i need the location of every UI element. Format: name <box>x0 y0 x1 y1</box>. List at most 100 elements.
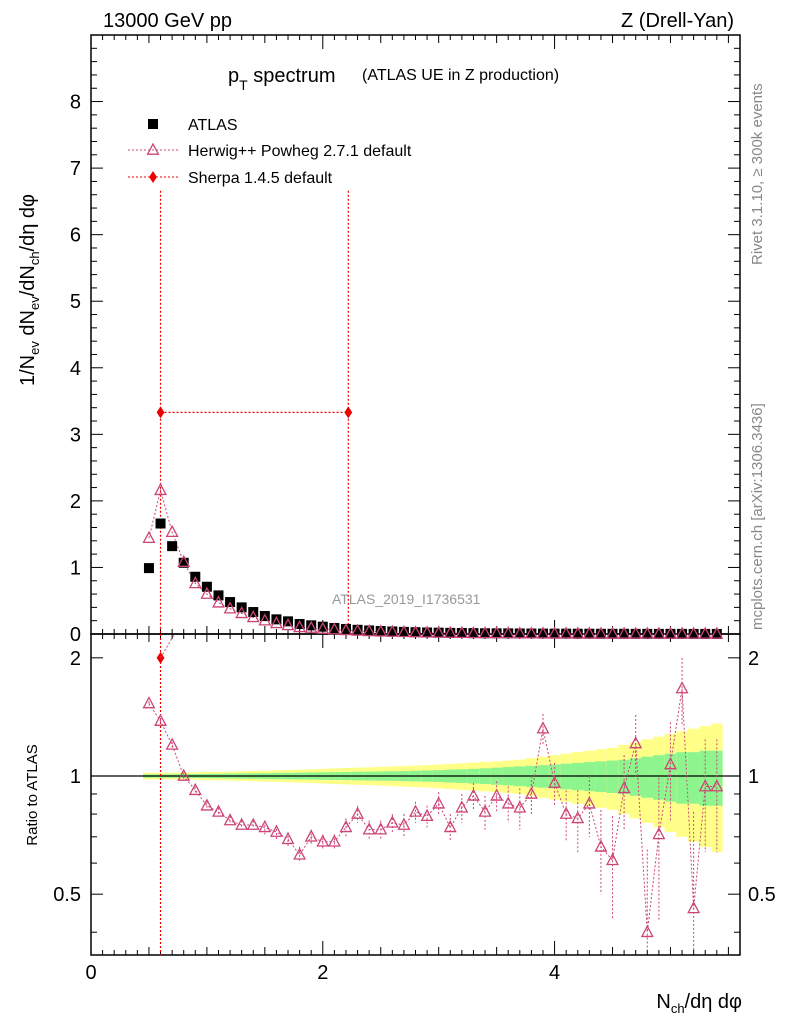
herwig-ratio-point <box>652 827 666 840</box>
top-ylabel: 1/Nev dNev/dNch/dη dφ <box>17 194 42 386</box>
plot-title-sub: T <box>239 77 248 93</box>
atlas-point <box>352 624 363 635</box>
herwig-ratio-point <box>374 822 388 835</box>
herwig-ratio-point <box>432 796 446 809</box>
herwig-point <box>571 626 585 639</box>
herwig-point <box>710 626 724 639</box>
top-y-tick-label: 1 <box>70 557 81 579</box>
atlas-point <box>503 628 514 639</box>
legend-herwig-marker <box>146 142 160 155</box>
green-band-segment <box>687 752 700 804</box>
herwig-point <box>629 626 643 639</box>
atlas-point <box>595 628 606 639</box>
herwig-ratio-point <box>524 786 538 799</box>
sherpa-point <box>156 406 165 419</box>
atlas-point <box>491 628 502 639</box>
herwig-ratio-point <box>304 829 318 842</box>
x-tick-label: 0 <box>85 962 96 984</box>
atlas-point <box>642 628 653 639</box>
herwig-ratio-point <box>443 819 457 833</box>
herwig-point <box>687 626 701 639</box>
atlas-point <box>306 620 317 631</box>
herwig-point <box>269 615 283 629</box>
legend-entry-label: Herwig++ Powheg 2.7.1 default <box>188 143 412 160</box>
herwig-point <box>409 625 422 638</box>
bottom-y-tick-label: 1 <box>70 766 81 788</box>
atlas-point <box>398 626 409 637</box>
herwig-ratio-point <box>513 800 527 813</box>
herwig-point <box>675 626 689 639</box>
herwig-point <box>698 626 712 639</box>
herwig-ratio-point <box>420 808 434 822</box>
herwig-point <box>478 626 492 639</box>
green-band-segment <box>653 755 665 800</box>
herwig-point <box>501 626 515 639</box>
xlabel: Nch/dη dφ <box>656 991 742 1016</box>
bottom-y-tick-label-right: 2 <box>748 648 759 670</box>
atlas-point <box>155 518 166 529</box>
herwig-ratio-point <box>212 804 225 817</box>
atlas-point <box>445 627 456 638</box>
green-band-segment <box>629 758 642 796</box>
herwig-point <box>420 625 434 638</box>
plot-title-rest: spectrum <box>248 65 336 87</box>
atlas-point <box>688 628 699 639</box>
herwig-point <box>258 613 272 626</box>
herwig-ratio-point <box>501 796 515 809</box>
herwig-ratio-point <box>594 839 608 852</box>
plot-title-small: (ATLAS UE in Z production) <box>362 67 559 84</box>
legend-entry-label: ATLAS <box>188 117 238 134</box>
herwig-point <box>582 626 596 639</box>
herwig-ratio-point <box>362 822 376 835</box>
sherpa-point <box>344 406 353 419</box>
herwig-ratio-point <box>246 817 260 830</box>
herwig-ratio-point <box>339 819 353 833</box>
atlas-point <box>526 628 537 639</box>
atlas-point <box>537 628 548 639</box>
top-y-tick-label: 0 <box>70 624 81 646</box>
herwig-ratio-line <box>148 688 717 933</box>
legend-entry-label: Sherpa 1.4.5 default <box>188 170 333 187</box>
herwig-point <box>316 621 330 634</box>
analysis-label: ATLAS_2019_I1736531 <box>332 591 481 607</box>
herwig-ratio-point <box>223 813 237 826</box>
herwig-ratio-point <box>675 681 689 694</box>
herwig-ratio-point <box>351 806 365 819</box>
herwig-ratio-point <box>571 810 585 824</box>
atlas-point <box>143 563 154 574</box>
top-y-tick-label: 7 <box>70 158 81 180</box>
herwig-point <box>188 576 202 589</box>
atlas-point <box>711 628 722 639</box>
atlas-point <box>549 628 560 639</box>
legend: ATLAS Herwig++ Powheg 2.7.1 default Sherpa… <box>128 117 412 187</box>
green-band-segment <box>676 752 688 804</box>
top-y-tick-label: 8 <box>70 92 81 114</box>
atlas-point <box>375 626 386 637</box>
rivet-label: Rivet 3.1.10, ≥ 300k events <box>749 83 766 265</box>
bottom-y-tick-label: 0.5 <box>53 884 81 906</box>
green-band-segment <box>641 756 654 798</box>
herwig-ratio-point <box>536 721 550 734</box>
bottom-y-tick-label-right: 1 <box>748 766 759 788</box>
x-tick-label: 4 <box>549 962 560 984</box>
atlas-point <box>677 628 688 639</box>
herwig-ratio-point <box>687 901 701 914</box>
herwig-point <box>663 626 677 639</box>
top-y-tick-label: 3 <box>70 424 81 446</box>
green-band-segment <box>699 750 712 806</box>
herwig-point <box>293 619 307 633</box>
herwig-point <box>640 626 654 639</box>
energy-label: 13000 GeV pp <box>103 10 232 32</box>
mcplots-label: mcplots.cern.ch [arXiv:1306.3436] <box>749 403 766 630</box>
atlas-point <box>665 628 676 639</box>
herwig-point <box>652 626 666 639</box>
herwig-ratio-point <box>617 780 631 794</box>
herwig-ratio-point <box>698 779 712 792</box>
herwig-ratio-point <box>466 788 480 801</box>
atlas-point <box>468 628 479 639</box>
herwig-point <box>606 626 619 639</box>
data-marks <box>91 190 740 955</box>
herwig-ratio-point <box>629 736 643 749</box>
herwig-ratio-point <box>663 757 677 770</box>
